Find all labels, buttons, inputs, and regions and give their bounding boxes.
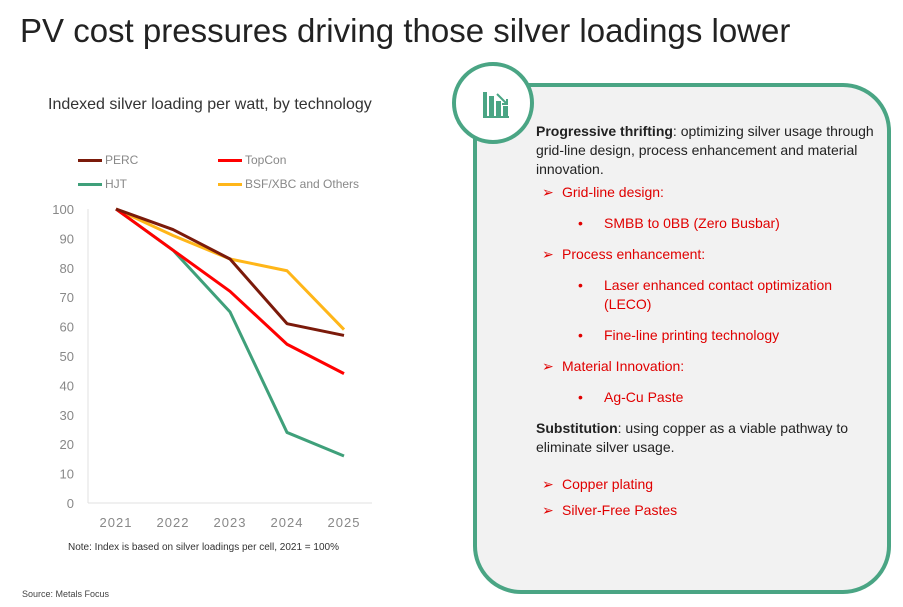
bullet-item: ➢ Process enhancement: <box>542 246 706 262</box>
thrifting-paragraph: Progressive thrifting: optimizing silver… <box>536 123 874 177</box>
bullet-item: ➢ Silver-Free Pastes <box>542 502 678 518</box>
line-chart: 0 10 20 30 40 50 60 70 80 90 100 2021 2022 2023 2024 20… <box>52 202 372 530</box>
legend-label: BSF/XBC and Others <box>245 177 360 191</box>
y-tick-label: 60 <box>60 320 74 335</box>
series-line-topcon <box>115 207 345 375</box>
x-tick-label: 2021 <box>100 515 133 530</box>
y-tick-label: 0 <box>67 496 74 511</box>
legend-swatch <box>78 158 102 162</box>
chart-note: Note: Index is based on silver loadings … <box>68 542 340 553</box>
source-note: Source: Metals Focus <box>22 589 110 599</box>
bullet-item: ➢ Material Innovation: <box>542 358 685 374</box>
chart-title: Indexed silver loading per watt, by tech… <box>48 96 372 113</box>
page-title: PV cost pressures driving those silver l… <box>20 12 791 49</box>
series-line-hjt <box>115 207 345 458</box>
legend-item: HJT <box>78 177 127 191</box>
x-tick-label: 2024 <box>271 515 304 530</box>
series-line-perc <box>115 207 345 337</box>
y-tick-label: 20 <box>60 437 74 452</box>
legend-label: HJT <box>105 177 127 191</box>
y-tick-label: 70 <box>60 290 74 305</box>
sub-bullet-item: Ag-Cu Paste <box>578 388 876 407</box>
bar-chart-down-icon <box>483 92 509 118</box>
y-tick-label: 90 <box>60 231 74 246</box>
x-tick-label: 2025 <box>328 515 361 530</box>
legend-swatch <box>218 158 242 162</box>
substitution-paragraph: Substitution: using copper as a viable p… <box>536 420 849 455</box>
x-tick-label: 2023 <box>214 515 247 530</box>
bullet-item: ➢ Grid-line design: <box>542 184 664 200</box>
legend-item: BSF/XBC and Others <box>218 177 359 191</box>
x-tick-label: 2022 <box>157 515 190 530</box>
legend-label: TopCon <box>245 153 287 167</box>
legend-item: TopCon <box>218 153 286 167</box>
icon-badge <box>452 62 534 144</box>
y-tick-label: 30 <box>60 408 74 423</box>
sub-bullet-item: Laser enhanced contact optimization (LEC… <box>578 276 876 314</box>
sub-bullet-item: Fine-line printing technology <box>578 326 876 345</box>
legend-label: PERC <box>105 153 139 167</box>
y-tick-label: 10 <box>60 467 74 482</box>
y-tick-label: 80 <box>60 261 74 276</box>
legend-swatch <box>218 182 242 186</box>
y-tick-label: 40 <box>60 378 74 393</box>
y-tick-label: 50 <box>60 349 74 364</box>
y-tick-label: 100 <box>52 202 74 217</box>
legend-swatch <box>78 182 102 186</box>
legend-item: PERC <box>78 153 138 167</box>
bullet-item: ➢ Copper plating <box>542 476 654 492</box>
sub-bullet-item: SMBB to 0BB (Zero Busbar) <box>578 214 876 233</box>
panel-text: Progressive thrifting: optimizing silver… <box>536 122 876 520</box>
